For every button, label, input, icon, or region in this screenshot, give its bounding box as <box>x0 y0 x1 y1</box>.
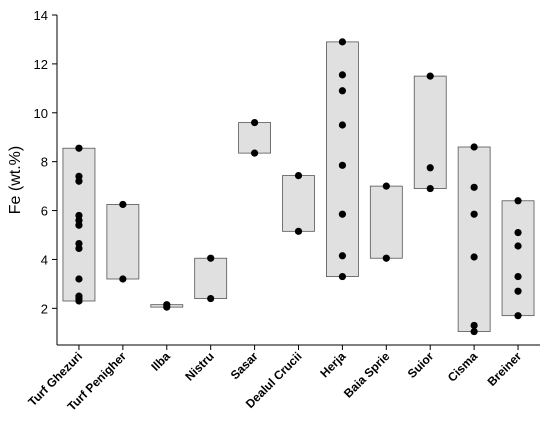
range-box <box>413 75 447 189</box>
data-point <box>338 252 347 260</box>
data-point <box>514 242 522 250</box>
data-point <box>119 275 127 283</box>
data-point <box>250 149 259 157</box>
data-point <box>514 272 522 281</box>
data-point <box>514 287 522 295</box>
range-box <box>282 175 315 232</box>
x-tick-label: Herja <box>317 349 348 380</box>
data-point <box>250 118 259 127</box>
data-point <box>470 253 478 261</box>
x-tick-label: Sasar <box>228 349 261 382</box>
x-tick-label: Ilba <box>148 349 173 374</box>
data-point <box>338 121 347 129</box>
range-box <box>238 122 271 154</box>
data-point <box>207 254 215 262</box>
data-point <box>75 144 83 152</box>
range-box <box>501 200 535 317</box>
x-tick-label: Breiner <box>485 349 525 389</box>
data-point <box>75 275 83 283</box>
data-point <box>382 254 390 262</box>
y-tick-label: 10 <box>34 106 48 121</box>
x-tick-label: Cisma <box>445 349 481 385</box>
data-point <box>294 172 303 180</box>
range-box <box>457 146 491 332</box>
y-tick-label: 14 <box>34 8 48 23</box>
data-point <box>338 38 347 46</box>
data-point <box>470 210 478 218</box>
x-tick-label: Nistru <box>182 349 216 383</box>
y-tick-label: 4 <box>41 252 48 267</box>
data-point <box>338 272 347 281</box>
data-point <box>338 210 347 218</box>
data-point <box>514 228 522 237</box>
data-point <box>426 164 434 172</box>
data-point <box>119 200 127 209</box>
data-point <box>514 312 522 320</box>
data-point <box>382 182 390 190</box>
data-point <box>470 321 478 330</box>
data-point <box>294 227 303 235</box>
data-point <box>426 184 434 193</box>
data-point <box>75 244 83 253</box>
data-point <box>338 87 347 95</box>
y-tick-label: 8 <box>41 155 48 170</box>
range-box <box>369 185 403 259</box>
range-box <box>194 257 228 299</box>
data-point <box>514 197 522 205</box>
data-point <box>470 327 478 336</box>
y-tick-label: 2 <box>41 301 48 316</box>
y-tick-label: 12 <box>34 57 48 72</box>
x-tick-label: Suior <box>405 349 437 381</box>
y-axis-label: Fe (wt.%) <box>7 146 24 214</box>
data-point <box>426 72 434 80</box>
range-box <box>106 204 140 280</box>
data-point <box>207 294 215 303</box>
data-point <box>75 221 83 229</box>
data-point <box>75 177 83 185</box>
data-point <box>338 161 347 169</box>
data-point <box>470 143 478 151</box>
data-point <box>163 303 171 311</box>
x-tick-label: Baia Sprie <box>341 349 393 401</box>
y-tick-label: 6 <box>41 204 48 219</box>
data-point <box>75 297 83 305</box>
data-point <box>338 71 347 79</box>
data-point <box>470 183 478 191</box>
